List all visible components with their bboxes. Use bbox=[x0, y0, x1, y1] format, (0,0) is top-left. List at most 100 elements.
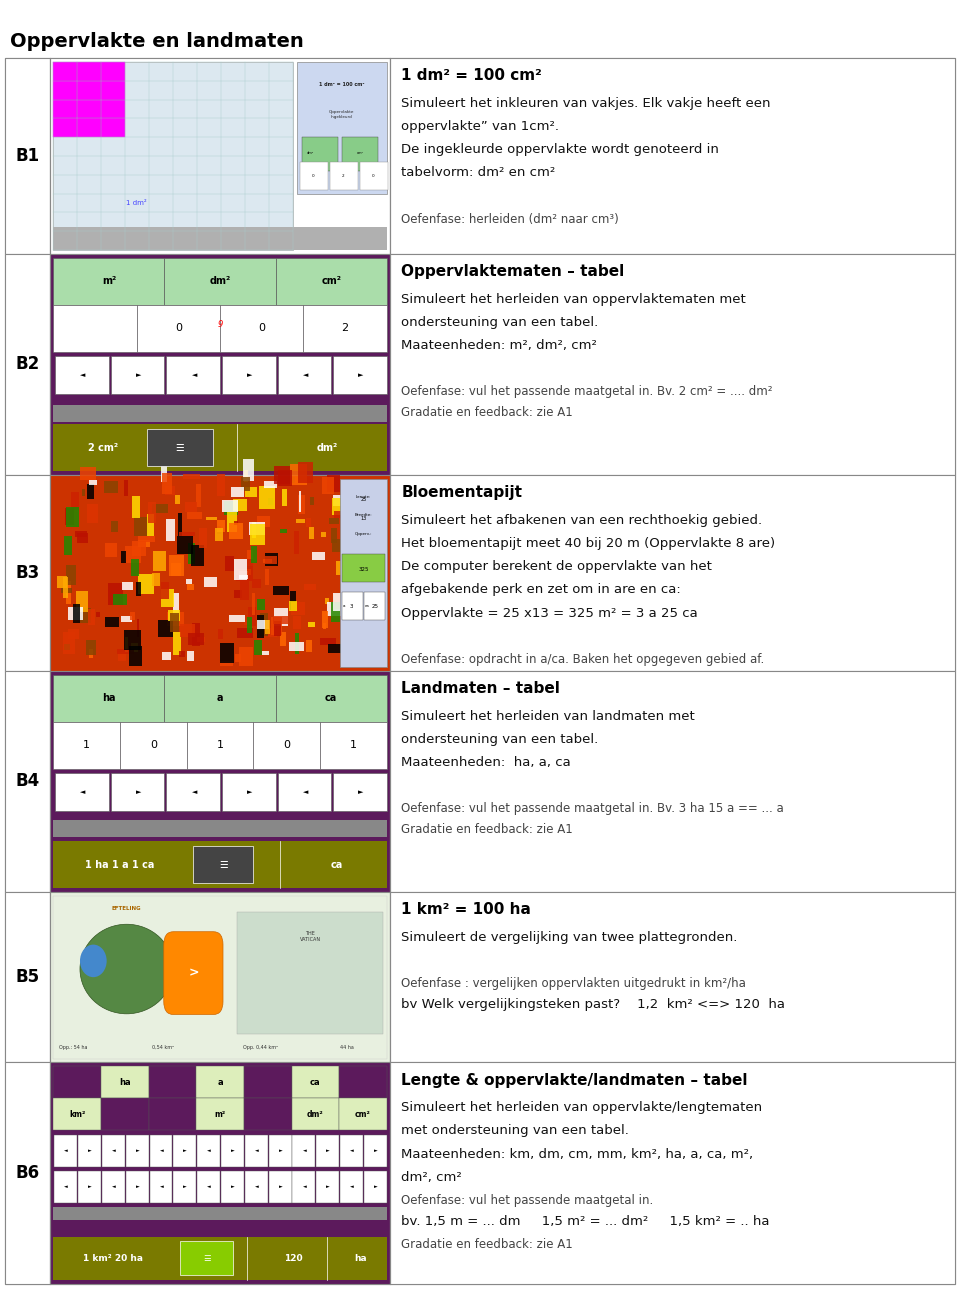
Bar bbox=[54, 675, 164, 721]
Bar bbox=[54, 841, 387, 888]
Bar bbox=[276, 675, 387, 721]
Text: ►: ► bbox=[247, 789, 252, 795]
Text: m²: m² bbox=[102, 276, 116, 286]
Bar bbox=[247, 618, 252, 633]
Bar bbox=[74, 604, 81, 623]
Bar bbox=[76, 591, 87, 611]
Text: ►: ► bbox=[136, 789, 141, 795]
Text: ►: ► bbox=[88, 1184, 92, 1189]
Text: tabelvorm: dm² en cm²: tabelvorm: dm² en cm² bbox=[401, 166, 556, 179]
Bar bbox=[186, 721, 253, 769]
Text: a: a bbox=[217, 693, 224, 703]
Bar bbox=[390, 58, 955, 254]
Text: bv Welk vergelijkingsteken past?    1,2  km² <=> 120  ha: bv Welk vergelijkingsteken past? 1,2 km²… bbox=[401, 997, 785, 1010]
Bar bbox=[54, 895, 387, 1059]
Text: Oefenfase: opdracht in a/ca. Baken het opgegeven gebied af.: Oefenfase: opdracht in a/ca. Baken het o… bbox=[401, 653, 764, 666]
Bar bbox=[138, 541, 150, 547]
Bar bbox=[125, 637, 128, 651]
Text: 0: 0 bbox=[312, 174, 314, 178]
Bar bbox=[82, 489, 84, 495]
Bar bbox=[65, 507, 79, 526]
Bar bbox=[222, 499, 238, 512]
Bar bbox=[236, 569, 251, 574]
Bar bbox=[54, 119, 78, 137]
Bar bbox=[324, 597, 329, 604]
Bar bbox=[245, 488, 250, 499]
Bar bbox=[54, 721, 120, 769]
Bar bbox=[129, 646, 142, 667]
Text: ◄: ◄ bbox=[255, 1148, 258, 1153]
Text: km²: km² bbox=[69, 1109, 85, 1118]
Text: dm²: dm² bbox=[316, 442, 337, 453]
Text: 1 ha 1 a 1 ca: 1 ha 1 a 1 ca bbox=[85, 859, 155, 869]
Bar bbox=[241, 477, 250, 491]
Bar bbox=[257, 615, 264, 637]
Text: Maateenheden: km, dm, cm, mm, km², ha, a, ca, m²,: Maateenheden: km, dm, cm, mm, km², ha, a… bbox=[401, 1148, 754, 1161]
Text: Simuleert het herleiden van oppervlaktematen met: Simuleert het herleiden van oppervlaktem… bbox=[401, 293, 746, 306]
Bar bbox=[51, 58, 390, 254]
Bar bbox=[126, 1135, 149, 1166]
Text: Gradatie en feedback: zie A1: Gradatie en feedback: zie A1 bbox=[401, 823, 573, 836]
Text: B5: B5 bbox=[15, 969, 39, 986]
Text: 1 dm² = 100 cm²: 1 dm² = 100 cm² bbox=[401, 68, 542, 84]
Bar bbox=[274, 586, 289, 596]
Bar bbox=[89, 480, 97, 485]
Text: cm²: cm² bbox=[322, 276, 341, 286]
Text: Lengte & oppervlakte/landmaten – tabel: Lengte & oppervlakte/landmaten – tabel bbox=[401, 1073, 748, 1087]
Bar bbox=[257, 599, 265, 610]
Text: 1 km² 20 ha: 1 km² 20 ha bbox=[84, 1254, 143, 1263]
Bar bbox=[196, 1098, 244, 1130]
Text: Simuleert het inkleuren van vakjes. Elk vakje heeft een: Simuleert het inkleuren van vakjes. Elk … bbox=[401, 97, 771, 110]
Bar bbox=[215, 528, 223, 542]
Text: ha: ha bbox=[354, 1254, 367, 1263]
Bar bbox=[102, 62, 126, 81]
Bar bbox=[299, 495, 305, 515]
Bar bbox=[197, 637, 204, 642]
Bar bbox=[320, 721, 387, 769]
Text: 1 dm² = 100 cm²: 1 dm² = 100 cm² bbox=[319, 83, 365, 86]
Bar bbox=[168, 610, 180, 622]
Text: ◄: ◄ bbox=[112, 1148, 116, 1153]
Bar bbox=[249, 521, 265, 535]
Bar bbox=[290, 464, 306, 485]
Bar bbox=[245, 1135, 268, 1166]
Bar bbox=[332, 539, 347, 552]
Bar bbox=[124, 630, 141, 650]
Bar bbox=[186, 651, 194, 660]
Bar bbox=[222, 356, 276, 395]
Text: dm²: dm² bbox=[306, 151, 314, 155]
Text: B1: B1 bbox=[15, 147, 39, 165]
Ellipse shape bbox=[80, 944, 107, 978]
Text: Het bloementapijt meet 40 bij 20 m (Oppervlakte 8 are): Het bloementapijt meet 40 bij 20 m (Oppe… bbox=[401, 537, 776, 550]
Bar bbox=[178, 537, 193, 555]
Bar bbox=[229, 615, 245, 622]
Bar bbox=[185, 502, 197, 512]
Bar bbox=[138, 574, 154, 593]
Bar bbox=[78, 99, 102, 119]
Bar bbox=[330, 529, 337, 543]
Text: Opperv.:: Opperv.: bbox=[355, 533, 372, 537]
Text: 1: 1 bbox=[84, 740, 90, 749]
Text: Oefenfase: herleiden (dm² naar cm³): Oefenfase: herleiden (dm² naar cm³) bbox=[401, 213, 619, 226]
Text: B3: B3 bbox=[15, 564, 39, 582]
Bar bbox=[265, 619, 270, 633]
Text: 1: 1 bbox=[350, 740, 357, 749]
Text: 0: 0 bbox=[150, 740, 156, 749]
Bar bbox=[138, 535, 155, 542]
Text: ►: ► bbox=[88, 1148, 92, 1153]
Bar bbox=[55, 1171, 77, 1202]
Bar bbox=[60, 588, 72, 593]
Text: Gradatie en feedback: zie A1: Gradatie en feedback: zie A1 bbox=[401, 406, 573, 419]
Text: ◄: ◄ bbox=[302, 789, 308, 795]
Bar bbox=[110, 356, 164, 395]
Bar bbox=[80, 467, 96, 480]
Bar bbox=[337, 561, 342, 575]
Bar bbox=[326, 475, 341, 493]
Bar bbox=[71, 491, 80, 511]
Bar bbox=[276, 258, 387, 304]
Bar bbox=[342, 555, 385, 582]
Bar bbox=[320, 639, 336, 645]
Bar bbox=[54, 1237, 387, 1280]
Text: B6: B6 bbox=[15, 1164, 39, 1182]
Text: ◄: ◄ bbox=[112, 1184, 116, 1189]
